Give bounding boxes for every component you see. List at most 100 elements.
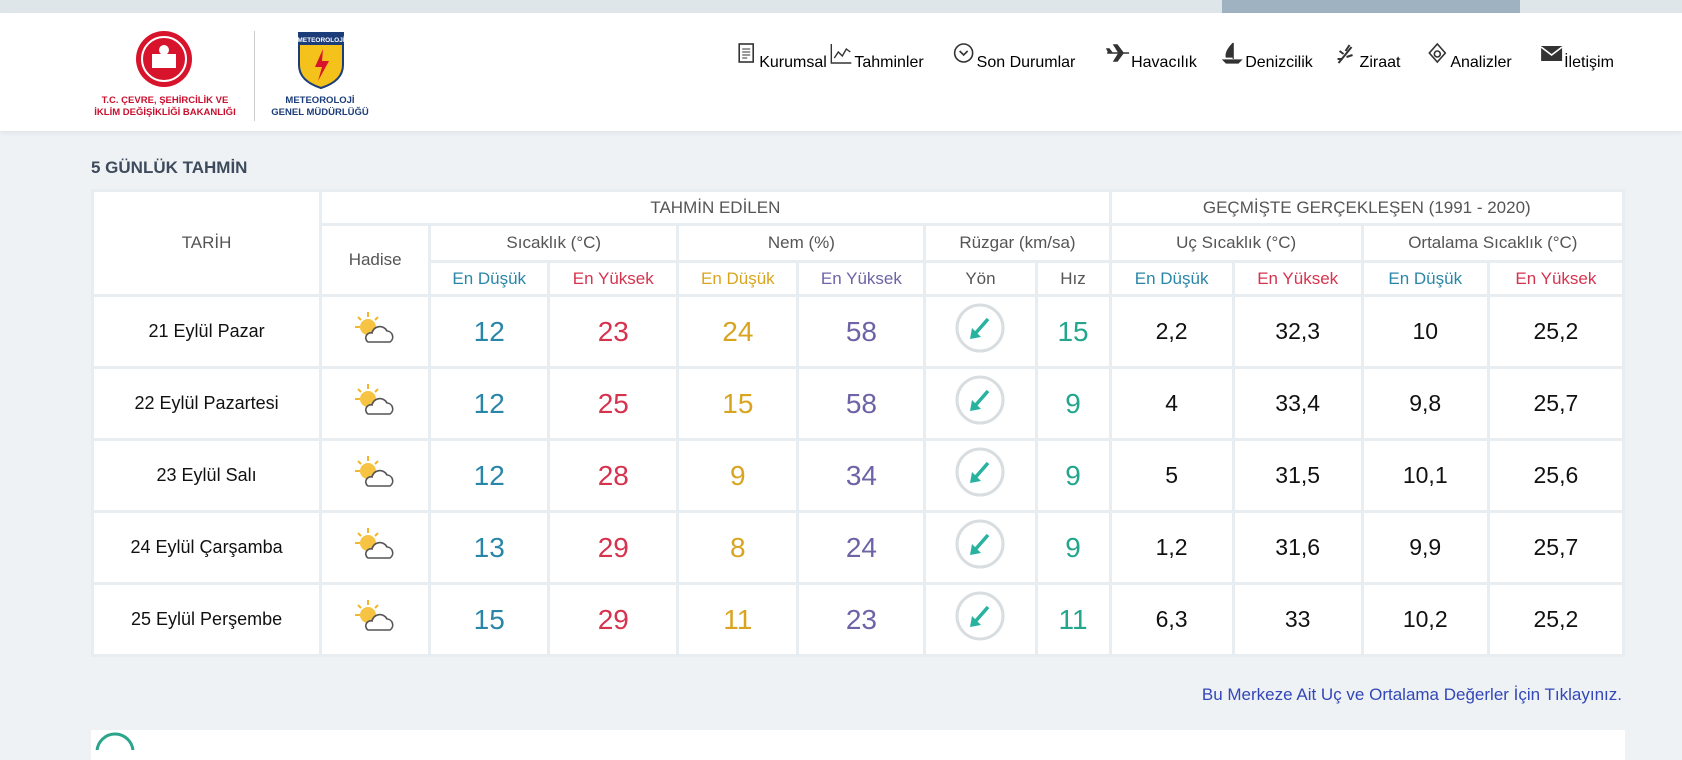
date-cell: 21 Eylül Pazar — [94, 297, 320, 366]
value-cell: 34 — [799, 441, 924, 510]
wind-direction-icon — [955, 519, 1005, 569]
wind-direction-cell — [926, 369, 1035, 438]
value-cell: 31,5 — [1234, 441, 1361, 510]
header-cell: TAHMİN EDİLEN — [322, 192, 1109, 223]
value-cell: 31,6 — [1234, 513, 1361, 582]
header-cell: Hadise — [322, 226, 429, 294]
nav-icon — [953, 43, 974, 63]
value-cell: 9,8 — [1363, 369, 1487, 438]
value-cell: 33 — [1234, 585, 1361, 654]
sub-header-cell: En Yüksek — [1489, 263, 1622, 294]
value-cell: 15 — [679, 369, 797, 438]
value-cell: 24 — [799, 513, 924, 582]
value-cell: 10 — [1363, 297, 1487, 366]
value-cell: 25,6 — [1489, 441, 1622, 510]
value-cell: 58 — [799, 369, 924, 438]
value-cell: 13 — [431, 513, 548, 582]
header-cell: Sıcaklık (°C) — [431, 226, 677, 260]
value-cell: 9 — [1037, 441, 1109, 510]
value-cell: 9 — [1037, 513, 1109, 582]
wind-direction-icon — [955, 447, 1005, 497]
nav-item[interactable]: Tahminler — [828, 41, 924, 72]
header-cell: Ortalama Sıcaklık (°C) — [1363, 226, 1622, 260]
date-cell: 24 Eylül Çarşamba — [94, 513, 320, 582]
nav-icon — [1540, 46, 1563, 61]
sub-header-cell: En Düşük — [431, 263, 548, 294]
value-cell: 9 — [679, 441, 797, 510]
nav-item[interactable]: Analizler — [1424, 41, 1512, 72]
nav-item[interactable]: Ziraat — [1334, 41, 1400, 72]
value-cell: 25,2 — [1489, 297, 1622, 366]
value-cell: 23 — [799, 585, 924, 654]
forecast-row: 22 Eylül Pazartesi 12 25 15 58 9 4 33,4 9,8 25,7 — [94, 369, 1622, 438]
section-title: 5 GÜNLÜK TAHMİN — [91, 158, 248, 177]
value-cell: 11 — [1037, 585, 1109, 654]
value-cell: 33,4 — [1234, 369, 1361, 438]
value-cell: 28 — [550, 441, 677, 510]
mgm-name: METEOROLOJİ GENEL MÜDÜRLÜĞÜ — [270, 95, 370, 119]
value-cell: 9 — [1037, 369, 1109, 438]
nav-icon — [1105, 44, 1130, 62]
nav-item[interactable]: Kurumsal — [733, 41, 827, 72]
nav-icon — [1428, 42, 1447, 64]
forecast-row: 24 Eylül Çarşamba 13 29 8 24 9 1,2 31,6 9,9 25,7 — [94, 513, 1622, 582]
value-cell: 25,7 — [1489, 513, 1622, 582]
sub-header-cell: En Düşük — [1111, 263, 1232, 294]
mgm-badge: METEOROLOJİ — [297, 32, 345, 89]
value-cell: 6,3 — [1111, 585, 1232, 654]
nav-item[interactable]: Havacılık — [1105, 41, 1197, 72]
nav-icon — [1221, 42, 1243, 64]
date-cell: 22 Eylül Pazartesi — [94, 369, 320, 438]
weather-icon — [355, 312, 394, 343]
history-link[interactable]: Bu Merkeze Ait Uç ve Ortalama Değerler İ… — [1201, 685, 1622, 704]
forecast-table: TARİH TAHMİN EDİLEN GEÇMİŞTE GERÇEKLEŞEN… — [91, 189, 1625, 657]
weather-cell — [322, 585, 429, 654]
nav-icon — [738, 43, 755, 63]
wind-direction-cell — [926, 297, 1035, 366]
header-cell: TARİH — [94, 192, 320, 294]
badge-text: METEOROLOJİ — [297, 36, 345, 44]
header-cell: GEÇMİŞTE GERÇEKLEŞEN (1991 - 2020) — [1111, 192, 1622, 223]
wind-direction-icon — [955, 375, 1005, 425]
city-bar — [1222, 0, 1520, 13]
sub-header-cell: En Yüksek — [1234, 263, 1361, 294]
nav-item[interactable]: İletişim — [1538, 41, 1614, 72]
value-cell: 25,2 — [1489, 585, 1622, 654]
nav-icon — [830, 44, 852, 64]
next-panel — [91, 730, 1625, 760]
clock-icon — [95, 732, 135, 750]
wind-direction-cell — [926, 513, 1035, 582]
sub-header-cell: En Yüksek — [799, 263, 924, 294]
sub-header-cell: Hız — [1037, 263, 1109, 294]
value-cell: 2,2 — [1111, 297, 1232, 366]
wind-direction-icon — [955, 303, 1005, 353]
forecast-row: 21 Eylül Pazar 12 23 24 58 15 2,2 32,3 10 25,2 — [94, 297, 1622, 366]
weather-icon — [355, 528, 394, 559]
value-cell: 25 — [550, 369, 677, 438]
value-cell: 15 — [1037, 297, 1109, 366]
sub-header-cell: Yön — [926, 263, 1035, 294]
nav-item[interactable]: Son Durumlar — [951, 41, 1075, 72]
forecast-row: 25 Eylül Perşembe 15 29 11 23 11 6,3 33 10,2 25,2 — [94, 585, 1622, 654]
value-cell: 58 — [799, 297, 924, 366]
weather-icon — [355, 384, 394, 415]
value-cell: 10,1 — [1363, 441, 1487, 510]
weather-cell — [322, 297, 429, 366]
value-cell: 11 — [679, 585, 797, 654]
value-cell: 32,3 — [1234, 297, 1361, 366]
top-strip — [0, 0, 1682, 13]
value-cell: 9,9 — [1363, 513, 1487, 582]
date-cell: 25 Eylül Perşembe — [94, 585, 320, 654]
ministry-line: T.C. ÇEVRE, ŞEHİRCİLİK VE — [101, 95, 229, 106]
value-cell: 12 — [431, 441, 548, 510]
value-cell: 5 — [1111, 441, 1232, 510]
wind-direction-cell — [926, 585, 1035, 654]
weather-icon — [355, 600, 394, 631]
header-cell: Uç Sıcaklık (°C) — [1111, 226, 1361, 260]
weather-cell — [322, 369, 429, 438]
sub-header-cell: En Yüksek — [550, 263, 677, 294]
weather-icon — [355, 456, 394, 487]
nav-item[interactable]: Denizcilik — [1219, 41, 1313, 72]
